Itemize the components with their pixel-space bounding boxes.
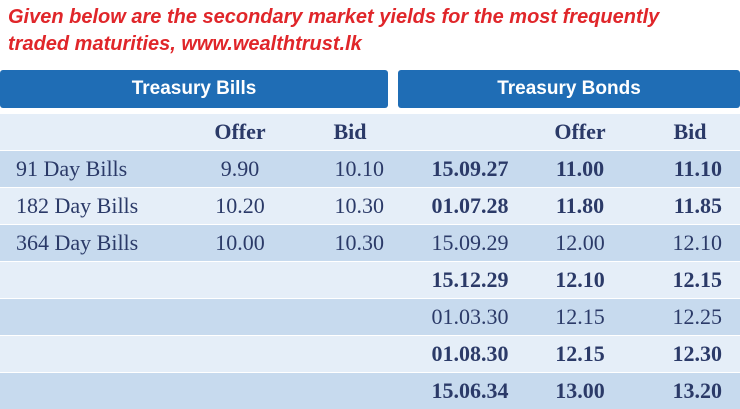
- cell: 9.90: [220, 156, 260, 181]
- page: Given below are the secondary market yie…: [0, 6, 740, 409]
- cell: 12.15: [672, 267, 723, 292]
- cell: 11.00: [555, 156, 605, 181]
- cell: 15.09.27: [431, 156, 509, 181]
- intro-line: Given below are the secondary market yie…: [8, 6, 660, 28]
- section-title: Treasury Bonds: [398, 70, 740, 108]
- cell: 15.12.29: [431, 267, 509, 292]
- cell: 12.00: [555, 230, 605, 255]
- cell: 12.15: [555, 341, 605, 366]
- cell: Bid: [333, 119, 367, 144]
- cell: 11.85: [673, 193, 722, 218]
- cell: Bid: [673, 119, 707, 144]
- cell: 15.06.34: [431, 378, 509, 403]
- row-band: [0, 114, 740, 150]
- cell: 11.80: [555, 193, 605, 218]
- intro-line: traded maturities, www.wealthtrust.lk: [8, 33, 362, 55]
- section-title: Treasury Bills: [0, 70, 388, 108]
- row-band: [0, 299, 740, 335]
- cell: 15.09.29: [431, 230, 509, 255]
- cell: 182 Day Bills: [16, 193, 139, 218]
- cell: 13.00: [555, 378, 605, 403]
- cell: Offer: [554, 119, 606, 144]
- row-band: [0, 151, 740, 187]
- row-band: [0, 336, 740, 372]
- cell: 12.25: [672, 304, 723, 329]
- row-band: [0, 262, 740, 298]
- cell: 12.10: [672, 230, 723, 255]
- row-band: [0, 225, 740, 261]
- cell: 11.10: [673, 156, 722, 181]
- cell: 364 Day Bills: [16, 230, 139, 255]
- cell: 12.30: [672, 341, 723, 366]
- cell: 01.03.30: [431, 304, 509, 329]
- cell: 13.20: [672, 378, 723, 403]
- cell: 01.08.30: [431, 341, 509, 366]
- cell: 10.30: [334, 193, 385, 218]
- cell: 10.30: [334, 230, 385, 255]
- cell: 10.00: [215, 230, 265, 255]
- cell: 12.15: [555, 304, 605, 329]
- cell: 91 Day Bills: [16, 156, 128, 181]
- cell: 10.20: [215, 193, 265, 218]
- cell: 12.10: [555, 267, 605, 292]
- cell: 01.07.28: [431, 193, 509, 218]
- cell: 10.10: [334, 156, 385, 181]
- cell: Offer: [214, 119, 266, 144]
- row-band: [0, 188, 740, 224]
